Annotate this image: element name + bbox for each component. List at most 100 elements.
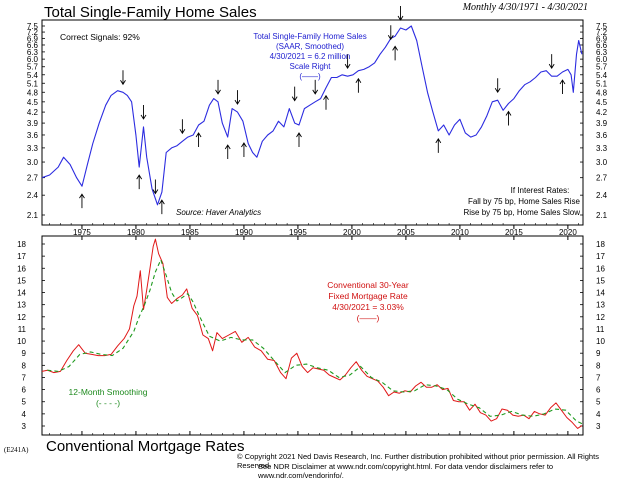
- buy-signal-arrow-icon: [136, 174, 143, 190]
- buy-signal-arrow-icon: [296, 132, 302, 148]
- sell-signal-arrow-icon: [397, 5, 404, 21]
- buy-signal-arrow-icon: [158, 199, 165, 215]
- y-tick-label-left: 18: [17, 240, 26, 249]
- y-tick-label-right: 4.2: [596, 108, 608, 117]
- smoothing-label: (- - - -): [96, 398, 120, 408]
- buy-signal-arrow-icon: [392, 45, 398, 61]
- y-tick-label-right: 13: [596, 301, 605, 310]
- y-tick-label-left: 6.9: [27, 34, 39, 43]
- y-tick-label-right: 14: [596, 289, 605, 298]
- mortgage-series-label: (——): [357, 313, 380, 323]
- y-tick-label-left: 7: [22, 373, 27, 382]
- y-tick-label-right: 12: [596, 313, 605, 322]
- copyright-line-2: See NDR Disclaimer at www.ndr.com/copyri…: [258, 462, 554, 480]
- y-tick-label-left: 14: [17, 289, 26, 298]
- sales-series-label: (——): [299, 72, 321, 81]
- buy-signal-arrow-icon: [224, 144, 231, 160]
- y-tick-label-right: 8: [596, 361, 601, 370]
- interest-rate-note: Fall by 75 bp, Home Sales Rise: [468, 197, 581, 206]
- y-tick-label-left: 2.1: [27, 211, 39, 220]
- y-tick-label-left: 3.3: [27, 144, 39, 153]
- y-tick-label-right: 6.9: [596, 34, 608, 43]
- y-tick-label-right: 7: [596, 373, 601, 382]
- buy-signal-arrow-icon: [241, 142, 247, 157]
- sell-signal-arrow-icon: [344, 54, 351, 70]
- buy-signal-arrow-icon: [323, 94, 329, 110]
- y-tick-label-right: 3.6: [596, 131, 608, 140]
- y-tick-label-left: 11: [18, 325, 27, 334]
- y-tick-label-left: 16: [17, 264, 26, 273]
- sell-signal-arrow-icon: [312, 79, 319, 95]
- sales-series-label: (SAAR, Smoothed): [276, 42, 344, 51]
- y-tick-label-right: 7.5: [596, 22, 608, 31]
- y-tick-label-left: 6: [22, 386, 27, 395]
- y-tick-label-right: 10: [596, 337, 605, 346]
- y-tick-label-right: 6.3: [596, 48, 608, 57]
- y-tick-label-right: 3.3: [596, 144, 608, 153]
- y-tick-label-right: 16: [596, 264, 605, 273]
- x-tick-label: 1980: [127, 228, 145, 237]
- sell-signal-arrow-icon: [179, 119, 186, 135]
- y-tick-label-right: 15: [596, 276, 605, 285]
- y-tick-label-right: 4: [596, 410, 601, 419]
- sales-series-label: Total Single-Family Home Sales: [253, 32, 366, 41]
- bottom-chart-title: Conventional Mortgage Rates: [46, 438, 245, 455]
- date-range-label: Monthly 4/30/1971 - 4/30/2021: [462, 2, 588, 13]
- sell-signal-arrow-icon: [291, 86, 298, 102]
- y-tick-label-left: 6.3: [27, 48, 39, 57]
- y-tick-label-right: 4.5: [596, 98, 608, 107]
- chart-code: (E241A): [4, 446, 29, 454]
- y-tick-label-left: 4.2: [27, 108, 39, 117]
- y-tick-label-left: 5.4: [27, 71, 39, 80]
- y-tick-label-left: 10: [17, 337, 26, 346]
- y-tick-label-left: 3.6: [27, 131, 39, 140]
- buy-signal-arrow-icon: [435, 138, 442, 153]
- buy-signal-arrow-icon: [79, 193, 85, 209]
- sell-signal-arrow-icon: [548, 54, 555, 70]
- y-tick-label-right: 17: [596, 252, 605, 261]
- buy-signal-arrow-icon: [559, 79, 566, 95]
- y-tick-label-left: 7.2: [27, 28, 39, 37]
- source-label: Source: Haver Analytics: [176, 208, 261, 217]
- mortgage-series-label: Fixed Mortgage Rate: [328, 291, 408, 301]
- y-tick-label-left: 4.5: [27, 98, 39, 107]
- sell-signal-arrow-icon: [140, 104, 147, 120]
- x-tick-label: 2020: [559, 228, 577, 237]
- x-tick-label: 2005: [397, 228, 415, 237]
- x-tick-label: 2010: [451, 228, 469, 237]
- y-tick-label-right: 2.1: [596, 211, 608, 220]
- mortgage-series-label: 4/30/2021 = 3.03%: [332, 302, 404, 312]
- buy-signal-arrow-icon: [195, 132, 202, 148]
- y-tick-label-left: 12: [17, 313, 26, 322]
- y-tick-label-right: 2.4: [596, 191, 608, 200]
- x-tick-label: 1975: [73, 228, 91, 237]
- top-chart-title: Total Single-Family Home Sales: [44, 4, 257, 21]
- y-tick-label-right: 6: [596, 386, 601, 395]
- smoothing-label: 12-Month Smoothing: [69, 387, 148, 397]
- y-tick-label-right: 3.9: [596, 119, 608, 128]
- x-tick-label: 1985: [181, 228, 199, 237]
- y-tick-label-right: 6.6: [596, 41, 608, 50]
- y-tick-label-right: 5.4: [596, 71, 608, 80]
- bottom-panel-frame: [41, 235, 584, 436]
- y-tick-label-right: 5.1: [596, 79, 608, 88]
- y-tick-label-left: 5: [22, 398, 27, 407]
- y-tick-label-right: 3.0: [596, 158, 608, 167]
- y-tick-label-left: 6.6: [27, 41, 39, 50]
- interest-rate-note: If Interest Rates:: [511, 186, 570, 195]
- sell-signal-arrow-icon: [387, 25, 394, 41]
- mortgage-rate-line: [41, 238, 583, 429]
- interest-rate-note: Rise by 75 bp, Home Sales Slow: [464, 208, 581, 217]
- y-tick-label-right: 4.8: [596, 88, 608, 97]
- x-tick-label: 2000: [343, 228, 361, 237]
- y-tick-label-left: 4: [22, 410, 27, 419]
- sell-signal-arrow-icon: [494, 78, 501, 94]
- y-tick-label-left: 5.7: [27, 63, 39, 72]
- x-tick-label: 1995: [289, 228, 307, 237]
- y-tick-label-right: 6.0: [596, 55, 608, 64]
- y-tick-label-left: 5.1: [27, 79, 39, 88]
- x-tick-label: 1990: [235, 228, 253, 237]
- y-tick-label-right: 11: [596, 325, 605, 334]
- sell-signal-arrow-icon: [152, 179, 159, 195]
- buy-signal-arrow-icon: [505, 110, 512, 126]
